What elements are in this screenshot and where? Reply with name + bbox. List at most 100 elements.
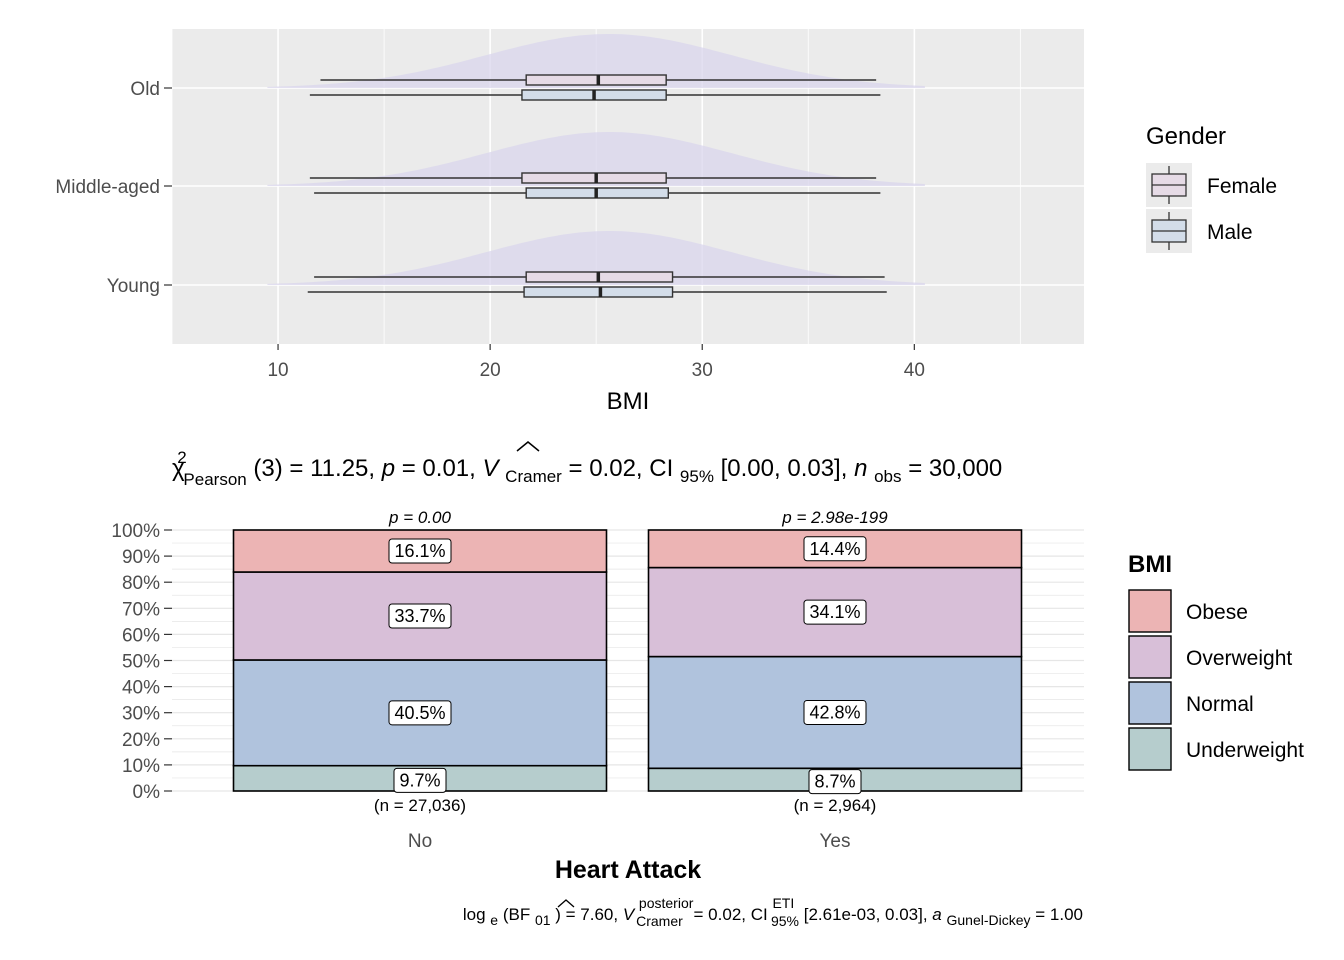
legend-label-female: Female	[1207, 175, 1277, 198]
bmi-legend-key-overweight	[1128, 635, 1172, 679]
label-box-no-obese	[388, 538, 452, 564]
bottom-y-tick-90: 90%	[122, 547, 160, 568]
top-violins	[267, 34, 925, 285]
density-violin-old	[267, 34, 925, 88]
p-value-yes: p = 2.98e-199	[781, 508, 888, 527]
density-violin-young	[267, 231, 925, 285]
bottom-x-tick-no: No	[408, 831, 432, 852]
top-x-tick-10: 10	[267, 360, 288, 381]
eti-superscript: ETI	[772, 895, 794, 911]
n-symbol: n	[854, 455, 867, 482]
chi-symbol: χ	[172, 455, 185, 482]
bmi-legend-label-underweight: Underweight	[1186, 739, 1304, 762]
top-chart: Old Middle-aged Young 10 20 30 40 BMI	[55, 29, 1084, 415]
label-box-yes-underweight	[808, 769, 862, 795]
bottom-y-tick-40: 40%	[122, 678, 160, 699]
label-box-yes-obese	[803, 536, 867, 562]
bottom-y-tick-20: 20%	[122, 730, 160, 751]
bottom-y-tick-60: 60%	[122, 625, 160, 646]
label-box-no-overweight	[388, 603, 452, 629]
legend-label-male: Male	[1207, 221, 1253, 244]
gender-legend: Gender Female Male	[1146, 123, 1277, 253]
bmi-legend-items: Obese Overweight Normal Underweight	[1128, 589, 1304, 771]
bottom-y-tick-10: 10%	[122, 756, 160, 777]
vpost-subscript: Cramer	[636, 913, 683, 929]
bmi-legend-key-underweight	[1128, 727, 1172, 771]
p-symbol: p	[381, 455, 395, 482]
log-subscript: e	[490, 912, 498, 928]
bf-value: ) = 7.60,	[555, 905, 623, 924]
vpost-hat-accent	[557, 899, 575, 908]
bmi-legend: BMI Obese Overweight Normal Underweight	[1128, 551, 1304, 771]
bottom-y-tick-70: 70%	[122, 599, 160, 620]
vpost-symbol: V	[623, 905, 636, 924]
vpost-superscript: posterior	[639, 895, 694, 911]
n-subscript: obs	[874, 467, 901, 486]
label-yes-underweight: 8.7%	[814, 772, 855, 792]
density-violin-middle-aged	[267, 132, 925, 186]
bottom-x-tick-labels: p = 0.00 (n = 27,036) No p = 2.98e-199 (n = …	[374, 508, 888, 852]
eti-subscript: 95%	[771, 913, 799, 929]
female-box-old	[525, 74, 667, 86]
bmi-legend-title: BMI	[1128, 551, 1172, 578]
chi-subscript: Pearson	[183, 470, 246, 489]
p-value: = 0.01,	[402, 455, 483, 482]
male-box-young	[523, 286, 674, 298]
ci-subscript: 95%	[680, 467, 714, 486]
log-text: log	[463, 905, 486, 924]
bottom-y-tick-100: 100%	[111, 521, 160, 542]
label-no-overweight: 33.7%	[394, 606, 445, 626]
bottom-y-tick-0: 0%	[133, 782, 161, 803]
label-box-yes-overweight	[803, 599, 867, 625]
v-subscript: Cramer	[505, 467, 562, 486]
bayes-stats-caption: log e (BF 01 ) = 7.60, V posterior Crame…	[463, 893, 1083, 930]
top-y-tick-old: Old	[130, 79, 160, 100]
bmi-legend-key-obese	[1128, 589, 1172, 633]
count-yes: (n = 2,964)	[794, 796, 877, 815]
top-x-tick-40: 40	[904, 360, 925, 381]
v-hat-accent	[516, 441, 540, 452]
label-yes-obese: 14.4%	[809, 539, 860, 559]
eti-value: [2.61e-03, 0.03],	[804, 905, 933, 924]
label-box-no-normal	[388, 700, 452, 726]
bf-text: (BF	[503, 905, 530, 924]
bmi-legend-key-normal	[1128, 681, 1172, 725]
chi-value: (3) = 11.25,	[253, 455, 381, 482]
bottom-x-axis-title: Heart Attack	[555, 856, 701, 884]
female-box-middle-aged	[521, 172, 667, 184]
vpost-value: = 0.02, CI	[694, 905, 768, 924]
label-box-no-underweight	[393, 767, 447, 793]
bar-yes-overweight	[647, 566, 1023, 658]
v-value: = 0.02, CI	[569, 455, 674, 482]
bar-percent-labels: 9.7% 40.5% 33.7% 16.1% 8.7% 42.8% 34.1% 14.4%	[388, 536, 867, 795]
top-y-tick-labels: Old Middle-aged Young	[55, 79, 172, 297]
top-x-tick-20: 20	[480, 360, 501, 381]
top-x-tick-labels: 10 20 30 40	[267, 344, 925, 381]
bmi-legend-label-overweight: Overweight	[1186, 647, 1292, 670]
label-no-underweight: 9.7%	[399, 770, 440, 790]
top-x-axis-title: BMI	[607, 388, 650, 415]
label-box-yes-normal	[803, 699, 867, 725]
count-no: (n = 27,036)	[374, 796, 466, 815]
bf-subscript: 01	[535, 912, 551, 928]
v-symbol: V	[482, 455, 500, 482]
p-value-no: p = 0.00	[388, 508, 451, 527]
a-symbol: a	[932, 905, 941, 924]
bottom-y-tick-50: 50%	[122, 652, 160, 673]
bottom-y-tick-labels: 0% 10% 20% 30% 40% 50% 60% 70% 80% 90% 100%	[111, 521, 172, 803]
label-yes-overweight: 34.1%	[809, 602, 860, 622]
bottom-x-tick-yes: Yes	[820, 831, 851, 852]
ci-value: [0.00, 0.03],	[721, 455, 854, 482]
chi-superscript: 2	[177, 448, 186, 467]
label-yes-normal: 42.8%	[809, 702, 860, 722]
gender-legend-title: Gender	[1146, 123, 1226, 150]
bmi-legend-label-obese: Obese	[1186, 601, 1248, 624]
bmi-legend-label-normal: Normal	[1186, 693, 1254, 716]
gender-legend-items: Female Male	[1146, 163, 1277, 253]
top-y-tick-young: Young	[107, 276, 160, 297]
bottom-y-tick-80: 80%	[122, 573, 160, 594]
frequentist-stats-subtitle: χ 2 Pearson (3) = 11.25, p = 0.01, V Cra…	[172, 442, 1002, 491]
top-x-tick-30: 30	[692, 360, 713, 381]
a-value: = 1.00	[1035, 905, 1083, 924]
